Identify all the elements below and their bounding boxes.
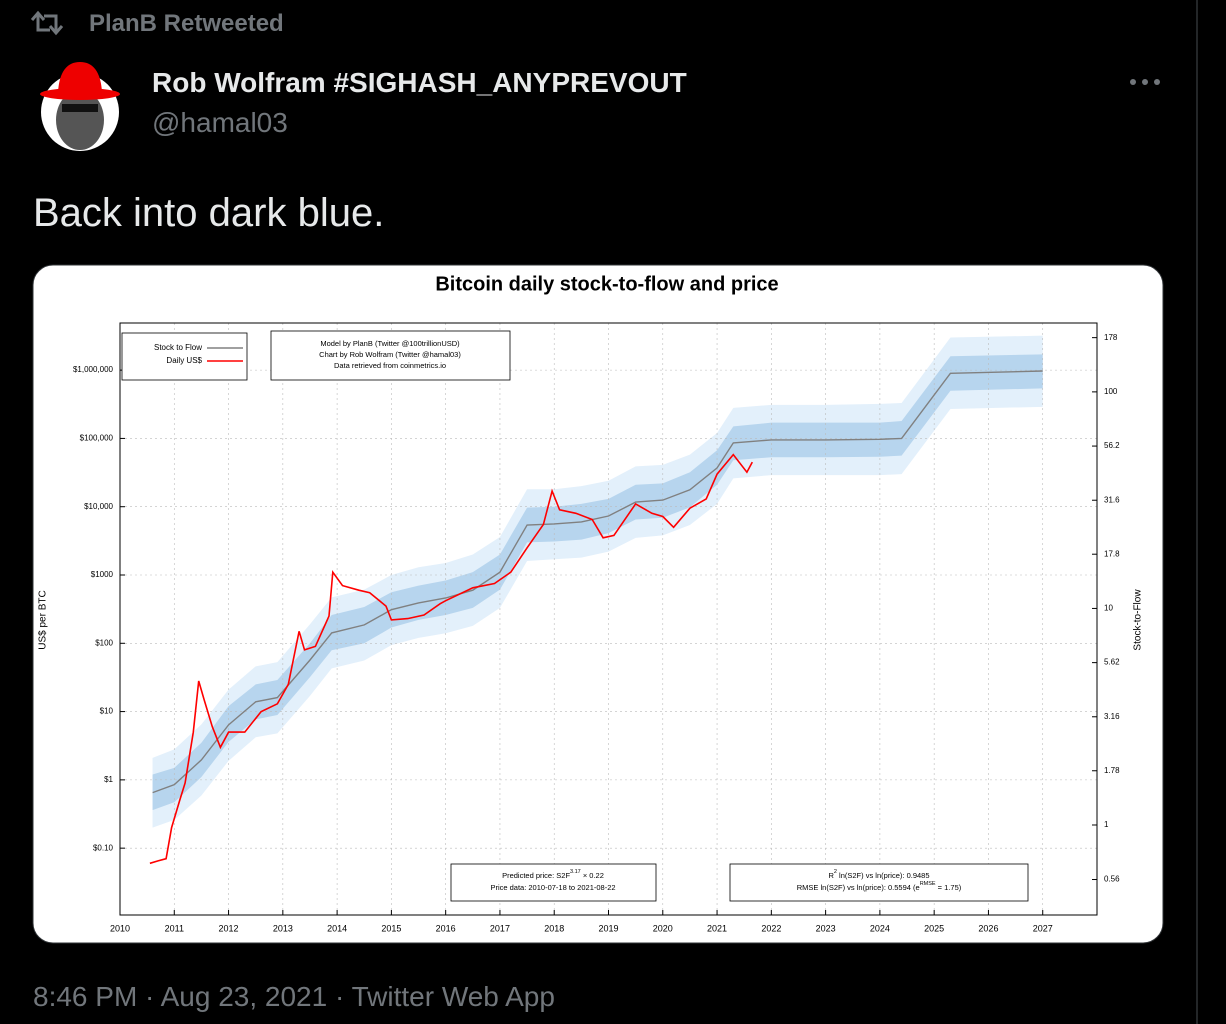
x-tick-label: 2012 [219, 923, 239, 933]
x-tick-label: 2025 [924, 923, 944, 933]
band [152, 335, 1043, 828]
x-tick-label: 2013 [273, 923, 293, 933]
x-tick-label: 2023 [816, 923, 836, 933]
x-tick-label: 2024 [870, 923, 890, 933]
y2-tick-label: 10 [1104, 604, 1113, 613]
r2-exp: 2 [834, 869, 837, 875]
y-tick-label: $10 [100, 707, 114, 716]
rmse-exp: RMSE [920, 881, 936, 887]
y-tick-label: $100 [95, 638, 113, 647]
legend-label: Stock to Flow [154, 343, 202, 352]
y2-tick-label: 5.62 [1104, 658, 1120, 667]
chart-title: Bitcoin daily stock-to-flow and price [435, 273, 778, 295]
tweet-text: Back into dark blue. [33, 191, 384, 235]
y-axis-label: US$ per BTC [38, 590, 49, 649]
y2-tick-label: 178 [1104, 333, 1118, 342]
timestamp[interactable]: 8:46 PM · Aug 23, 2021 · Twitter Web App [33, 981, 555, 1012]
series-line [149, 453, 754, 865]
rmse-suffix: = 1.75) [936, 883, 962, 892]
y-tick-label: $0.10 [93, 843, 114, 852]
x-tick-label: 2019 [598, 923, 618, 933]
legend-label: Daily US$ [166, 356, 202, 365]
y2-tick-label: 56.2 [1104, 441, 1120, 450]
series-line [152, 370, 1043, 794]
y2-tick-label: 31.6 [1104, 495, 1120, 504]
x-tick-label: 2016 [436, 923, 456, 933]
x-tick-label: 2026 [978, 923, 998, 933]
stats-r2: R2 ln(S2F) vs ln(price): 0.9485 [828, 869, 929, 880]
formula-prefix: Predicted price: S2F [502, 871, 570, 880]
y2-tick-label: 3.16 [1104, 712, 1120, 721]
y2-tick-label: 1 [1104, 820, 1109, 829]
plot-frame [119, 322, 1098, 916]
note-text: Data retrieved from coinmetrics.io [334, 361, 446, 370]
y2-tick-label: 100 [1104, 387, 1118, 396]
x-tick-label: 2015 [381, 923, 401, 933]
y-tick-label: $100,000 [80, 434, 114, 443]
note-box [270, 330, 511, 381]
x-tick-label: 2018 [544, 923, 564, 933]
y-tick-label: $1,000,000 [73, 365, 114, 374]
y2-axis-label: Stock-to-Flow [1133, 589, 1144, 651]
x-tick-label: 2011 [165, 923, 184, 933]
formula-box [450, 863, 657, 902]
x-tick-label: 2027 [1033, 923, 1053, 933]
avatar[interactable] [40, 62, 120, 151]
retweet-label: PlanB Retweeted [89, 10, 284, 37]
r2-base: R [828, 871, 834, 880]
y-tick-label: $1000 [91, 570, 114, 579]
x-tick-label: 2014 [327, 923, 347, 933]
x-tick-label: 2010 [110, 923, 130, 933]
chart: Bitcoin daily stock-to-flow and price 20… [38, 273, 1144, 933]
x-tick-label: 2022 [761, 923, 781, 933]
y-tick-label: $1 [104, 775, 113, 784]
x-tick-label: 2017 [490, 923, 510, 933]
x-tick-label: 2020 [653, 923, 673, 933]
formula-suffix: × 0.22 [581, 871, 604, 880]
y-tick-label: $10,000 [84, 502, 113, 511]
y2-tick-label: 1.78 [1104, 766, 1120, 775]
formula-range: Price data: 2010-07-18 to 2021-08-22 [490, 883, 615, 892]
rmse-text: RMSE ln(S2F) vs ln(price): 0.5594 (e [797, 883, 920, 892]
stats-box [729, 863, 1029, 902]
note-text: Model by PlanB (Twitter @100trillionUSD) [320, 339, 460, 348]
stats-rmse: RMSE ln(S2F) vs ln(price): 0.5594 (eRMSE… [797, 881, 962, 892]
more-button[interactable] [1130, 79, 1160, 85]
y2-tick-label: 0.56 [1104, 875, 1120, 884]
r2-text: ln(S2F) vs ln(price): 0.9485 [837, 871, 930, 880]
author-handle[interactable]: @hamal03 [152, 107, 288, 138]
retweet-icon [30, 10, 64, 36]
formula-text: Predicted price: S2F3.17 × 0.22 [502, 869, 604, 880]
note-text: Chart by Rob Wolfram (Twitter @hamal03) [319, 350, 461, 359]
x-tick-label: 2021 [707, 923, 727, 933]
author-name[interactable]: Rob Wolfram #SIGHASH_ANYPREVOUT [152, 67, 687, 98]
formula-exponent: 3.17 [570, 869, 581, 875]
y2-tick-label: 17.8 [1104, 549, 1120, 558]
legend-box [121, 332, 248, 381]
